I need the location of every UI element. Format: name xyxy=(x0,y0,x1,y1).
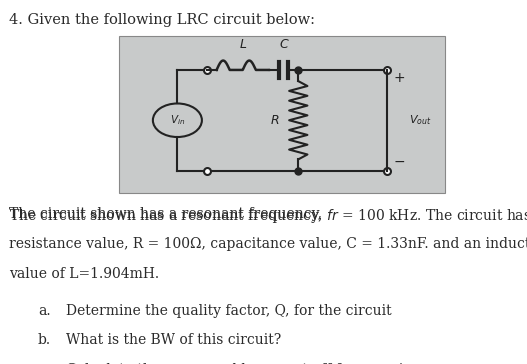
Text: resistance value, R = 100Ω, capacitance value, C = 1.33nF. and an inductance: resistance value, R = 100Ω, capacitance … xyxy=(9,237,527,251)
Text: c.: c. xyxy=(38,363,50,364)
Text: Calculate the upper and lower cut-off frequencies.: Calculate the upper and lower cut-off fr… xyxy=(66,363,423,364)
Text: The circuit shown has a resonant frequency, $\it{fr}$ = 100 kHz. The circuit has: The circuit shown has a resonant frequen… xyxy=(9,207,527,225)
FancyBboxPatch shape xyxy=(119,36,445,193)
Text: a.: a. xyxy=(38,304,51,317)
Text: The circuit shown has a resonant frequency,: The circuit shown has a resonant frequen… xyxy=(9,207,327,221)
Text: Determine the quality factor, Q, for the circuit: Determine the quality factor, Q, for the… xyxy=(66,304,392,317)
Text: value of L=1.904mH.: value of L=1.904mH. xyxy=(9,267,160,281)
Text: b.: b. xyxy=(38,333,51,347)
Text: What is the BW of this circuit?: What is the BW of this circuit? xyxy=(66,333,281,347)
Text: 4. Given the following LRC circuit below:: 4. Given the following LRC circuit below… xyxy=(9,13,316,27)
